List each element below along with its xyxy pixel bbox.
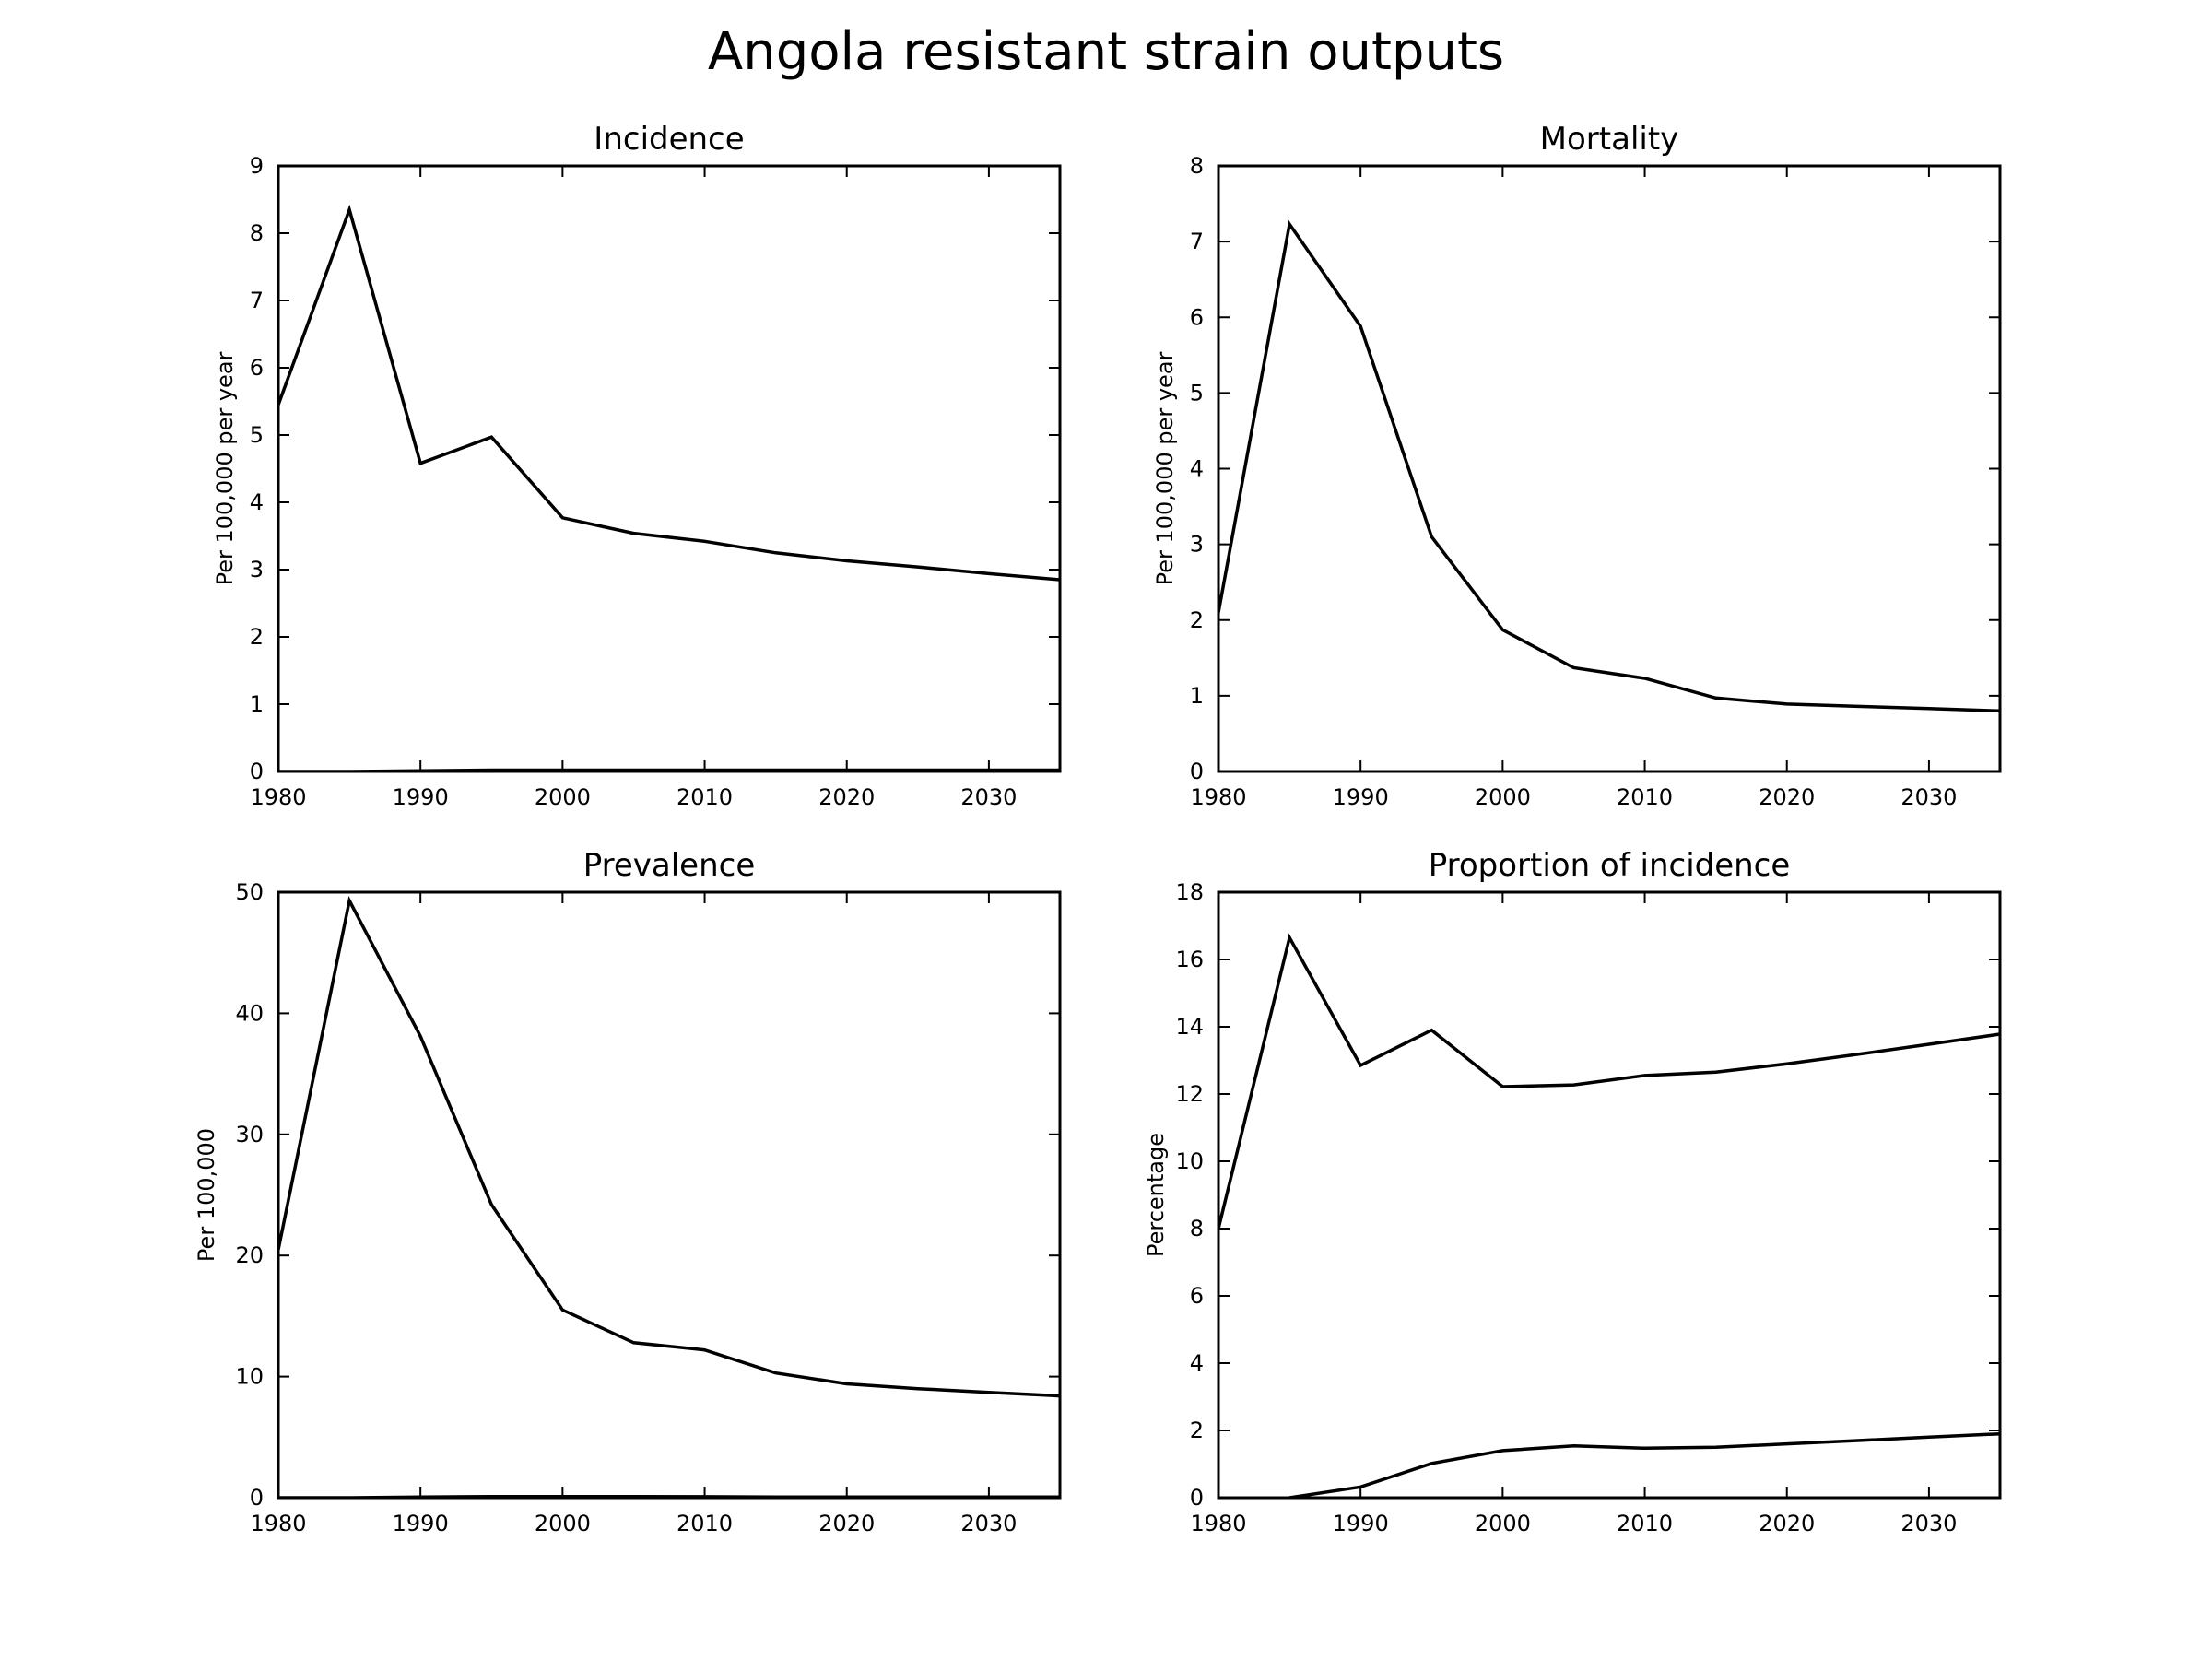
y-tick-label: 4 <box>1190 456 1204 482</box>
x-tick-label: 1980 <box>250 784 306 810</box>
x-tick-label: 2030 <box>960 1511 1017 1536</box>
x-tick-label: 1980 <box>1190 784 1246 810</box>
x-tick-label: 2010 <box>1617 784 1673 810</box>
y-axis-label: Per 100,000 per year <box>212 351 238 585</box>
series-line-1 <box>278 896 1060 1398</box>
x-tick-label: 1990 <box>393 784 449 810</box>
y-tick-label: 50 <box>235 879 264 905</box>
subplot-2: Mortality Per 100,000 per year 1980 1990 200… <box>1152 121 2002 810</box>
y-tick-label: 10 <box>235 1364 264 1390</box>
x-tick-label: 2030 <box>960 784 1017 810</box>
series-line-1 <box>1218 219 2000 713</box>
series-line-1 <box>1218 933 2000 1230</box>
y-tick-label: 6 <box>1190 304 1204 330</box>
y-tick-label: 6 <box>250 355 264 381</box>
x-tick-label: 2020 <box>1759 784 1815 810</box>
y-tick-label: 1 <box>1190 683 1204 709</box>
y-tick-label: 6 <box>1190 1283 1204 1309</box>
y-tick-label: 7 <box>250 288 264 313</box>
axes-frame <box>276 890 1062 1500</box>
axes-frame <box>276 164 1062 773</box>
y-tick-label: 18 <box>1175 879 1204 905</box>
y-tick-label: 2 <box>250 624 264 650</box>
y-tick-label: 5 <box>1190 380 1204 406</box>
y-axis-label: Percentage <box>1143 1133 1169 1257</box>
y-tick-label: 3 <box>1190 532 1204 558</box>
axes-frame <box>1217 164 2002 773</box>
y-tick-label: 8 <box>250 220 264 246</box>
y-tick-label: 8 <box>1190 1216 1204 1241</box>
x-tick-label: 2020 <box>818 1511 875 1536</box>
y-axis-label: Per 100,000 <box>194 1128 219 1262</box>
y-tick-label: 0 <box>250 759 264 784</box>
y-tick-label: 10 <box>1175 1148 1204 1174</box>
subplot-title: Incidence <box>594 121 744 158</box>
y-tick-label: 30 <box>235 1122 264 1147</box>
y-tick-label: 3 <box>250 557 264 582</box>
y-tick-label: 16 <box>1175 947 1204 972</box>
x-tick-label: 2000 <box>535 1511 591 1536</box>
y-tick-label: 5 <box>250 422 264 448</box>
subplot-title: Mortality <box>1540 121 1679 158</box>
y-tick-label: 40 <box>235 1000 264 1026</box>
y-tick-label: 4 <box>250 489 264 515</box>
y-tick-label: 2 <box>1190 607 1204 633</box>
x-tick-label: 2030 <box>1900 784 1957 810</box>
x-tick-label: 2010 <box>1617 1511 1673 1536</box>
x-tick-label: 2010 <box>677 784 733 810</box>
x-tick-label: 2000 <box>1475 1511 1531 1536</box>
x-tick-label: 2000 <box>1475 784 1531 810</box>
subplot-4: Proportion of incidence Percentage 1980 199… <box>1143 847 2002 1536</box>
figure-title: Angola resistant strain outputs <box>707 22 1505 82</box>
y-tick-label: 4 <box>1190 1350 1204 1376</box>
x-tick-label: 1990 <box>1333 784 1389 810</box>
y-tick-label: 0 <box>1190 759 1204 784</box>
x-tick-label: 1980 <box>1190 1511 1246 1536</box>
y-tick-label: 20 <box>235 1242 264 1268</box>
y-tick-label: 9 <box>250 153 264 179</box>
axes-frame <box>1217 890 2002 1500</box>
y-tick-label: 0 <box>1190 1485 1204 1511</box>
series-line-1 <box>278 204 1060 582</box>
x-tick-label: 2010 <box>677 1511 733 1536</box>
x-tick-label: 1990 <box>393 1511 449 1536</box>
y-tick-label: 8 <box>1190 153 1204 179</box>
y-tick-label: 12 <box>1175 1081 1204 1107</box>
y-tick-label: 7 <box>1190 229 1204 254</box>
y-axis-label: Per 100,000 per year <box>1152 351 1178 585</box>
x-tick-label: 2020 <box>818 784 875 810</box>
x-tick-label: 2000 <box>535 784 591 810</box>
subplot-title: Prevalence <box>583 847 756 884</box>
subplot-title: Proportion of incidence <box>1429 847 1791 884</box>
series-line-2 <box>1288 1431 2000 1498</box>
y-tick-label: 0 <box>250 1485 264 1511</box>
x-tick-label: 1980 <box>250 1511 306 1536</box>
y-tick-label: 2 <box>1190 1418 1204 1443</box>
x-tick-label: 1990 <box>1333 1511 1389 1536</box>
x-tick-label: 2030 <box>1900 1511 1957 1536</box>
x-tick-label: 2020 <box>1759 1511 1815 1536</box>
y-tick-label: 14 <box>1175 1014 1204 1040</box>
y-tick-label: 1 <box>250 691 264 717</box>
